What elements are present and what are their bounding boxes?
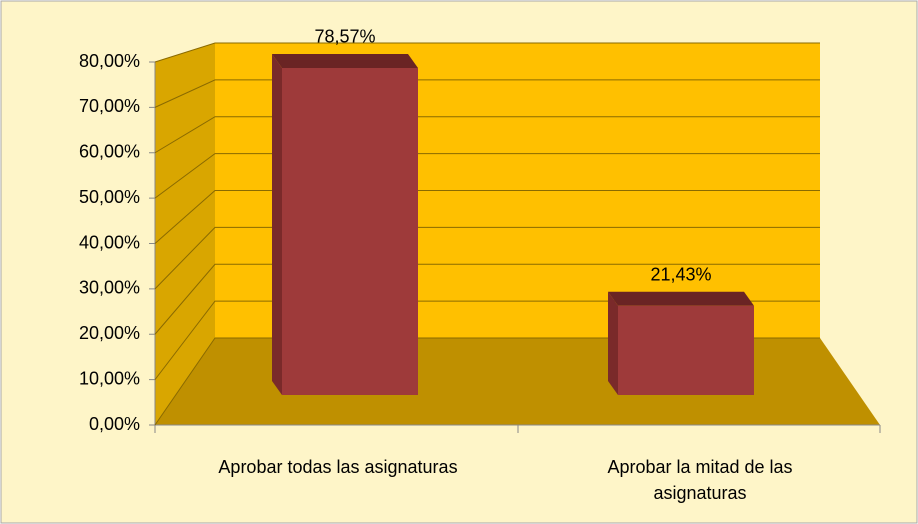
bar-side <box>608 291 618 395</box>
grid-line <box>154 226 820 290</box>
bar-top <box>608 291 754 306</box>
y-tick-label: 30,00% <box>79 278 140 298</box>
y-tick-label: 50,00% <box>79 187 140 207</box>
x-tick-label: Aprobar todas las asignaturas <box>218 457 458 477</box>
x-tick-label: Aprobar la mitad de las asignaturas <box>607 457 793 503</box>
y-tick-label: 70,00% <box>79 96 140 116</box>
floor <box>155 338 880 425</box>
y-tick-label: 40,00% <box>79 232 140 252</box>
y-tick-label: 80,00% <box>79 51 140 71</box>
bar <box>272 53 418 396</box>
grid-line <box>154 153 820 199</box>
grid-line <box>154 263 820 335</box>
bar-top <box>272 53 418 68</box>
grid-line <box>154 190 820 244</box>
value-label: 21,43% <box>650 265 711 285</box>
y-tick-label: 10,00% <box>79 368 140 388</box>
bar-front <box>282 67 418 395</box>
bar <box>608 291 754 395</box>
side-wall <box>155 43 215 425</box>
bar-side <box>272 53 282 396</box>
grid-line <box>154 116 820 154</box>
y-tick-label: 60,00% <box>79 142 140 162</box>
grid-line <box>154 79 820 108</box>
y-tick-label: 20,00% <box>79 323 140 343</box>
bar-front <box>618 305 754 395</box>
value-label: 78,57% <box>314 27 375 47</box>
y-tick-label: 0,00% <box>89 414 140 434</box>
grid-line <box>154 42 820 63</box>
